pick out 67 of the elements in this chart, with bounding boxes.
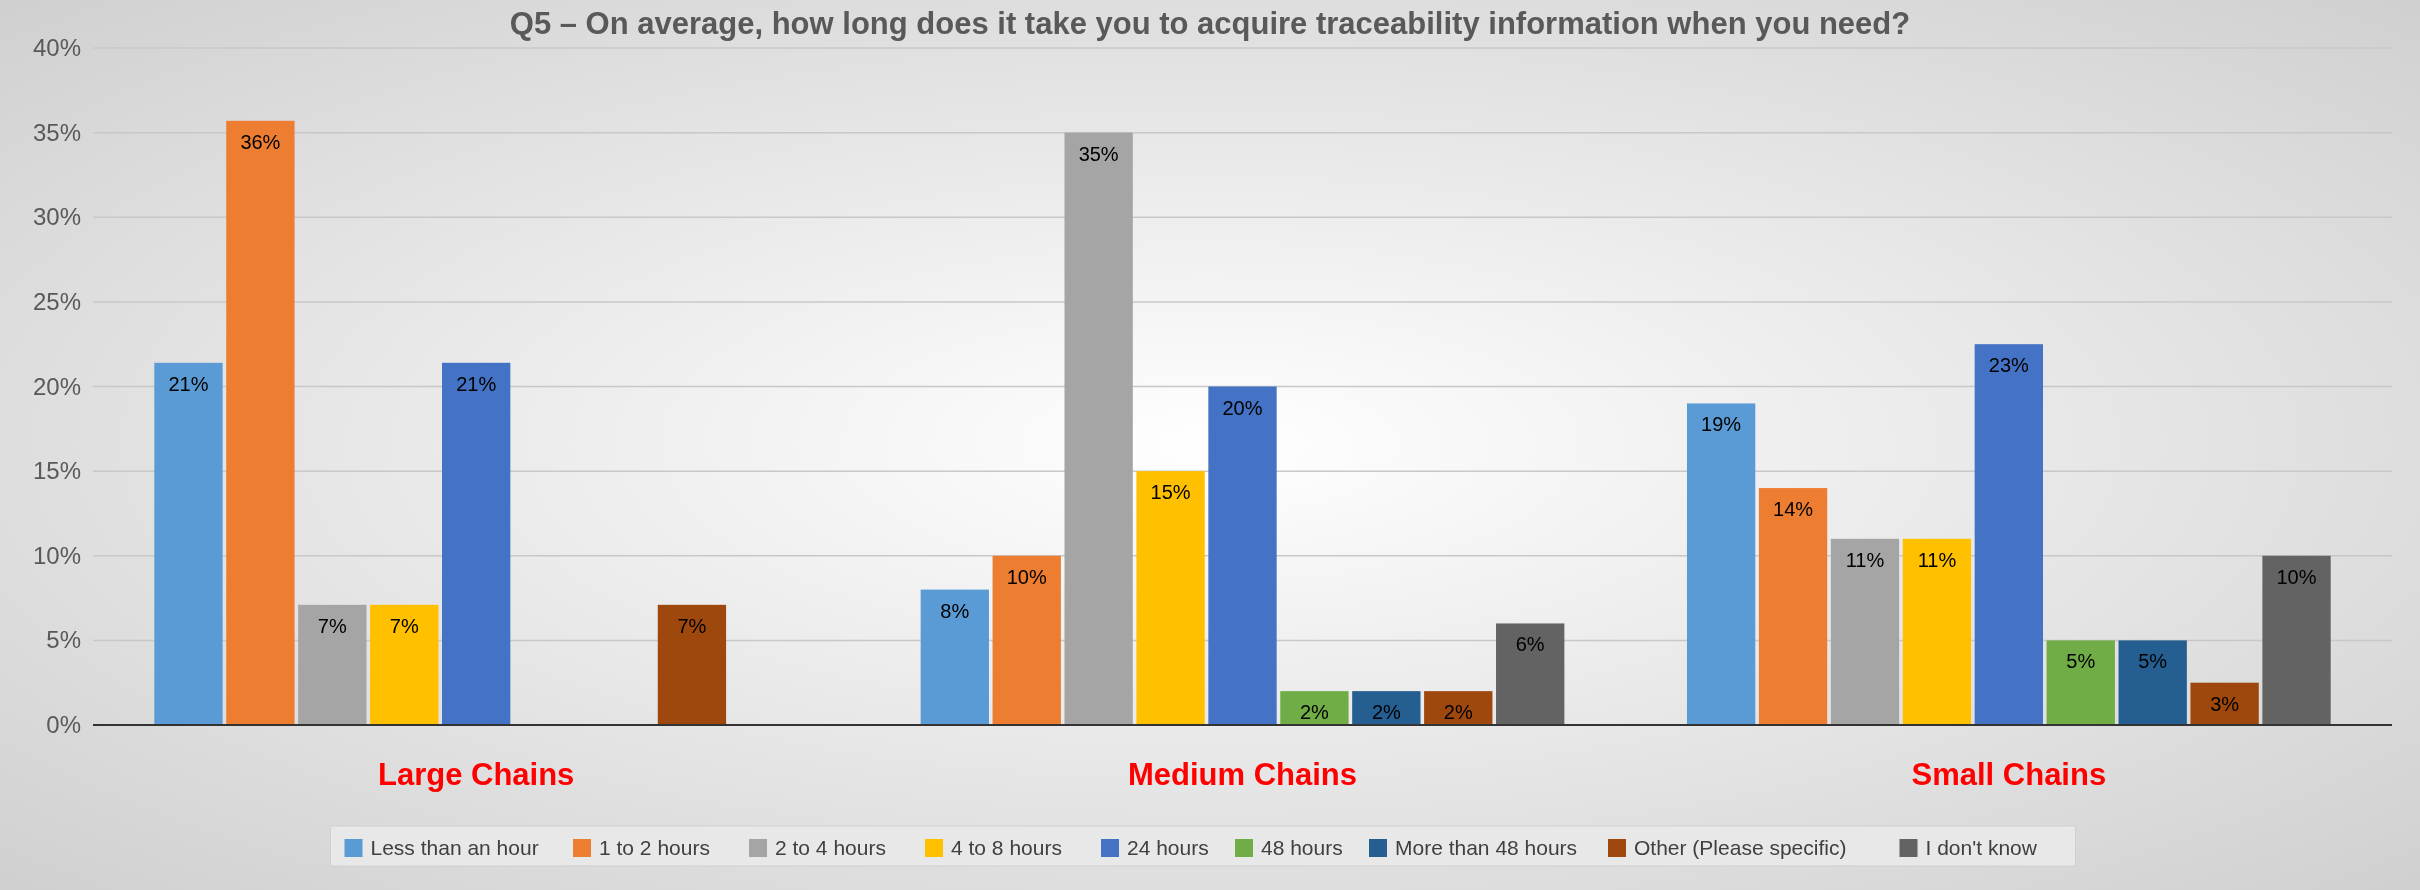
- bar: [370, 604, 439, 725]
- y-tick-label: 20%: [32, 372, 81, 400]
- legend-label: 24 hours: [1127, 836, 1209, 859]
- bar: [2118, 640, 2187, 725]
- data-label: 7%: [677, 614, 707, 637]
- y-tick-label: 0%: [46, 711, 81, 738]
- data-label: 8%: [940, 599, 970, 622]
- data-label: 5%: [2066, 650, 2096, 673]
- bar: [2190, 682, 2259, 725]
- legend-label: 1 to 2 hours: [599, 836, 710, 859]
- data-label: 2%: [1371, 701, 1402, 724]
- x-tick-label: Medium Chains: [1127, 757, 1358, 792]
- bar: [2046, 640, 2115, 725]
- data-label: 2%: [1299, 701, 1330, 724]
- y-tick-label: 35%: [32, 118, 81, 146]
- data-label: 7%: [389, 614, 419, 637]
- data-label: 11%: [1917, 548, 1957, 571]
- data-label: 23%: [1988, 354, 2030, 377]
- data-label: 20%: [1222, 396, 1263, 419]
- data-label: 36%: [240, 130, 281, 153]
- bar: [1902, 538, 1972, 725]
- y-tick-label: 15%: [32, 457, 81, 485]
- data-label: 21%: [456, 372, 497, 395]
- y-tick-label: 40%: [32, 34, 81, 61]
- bar: [298, 604, 367, 725]
- bar: [442, 362, 511, 725]
- y-tick-label: 5%: [46, 626, 81, 654]
- data-label: 10%: [2276, 565, 2317, 588]
- x-tick-label: Small Chains: [1911, 757, 2107, 792]
- legend-label: 4 to 8 hours: [951, 836, 1062, 859]
- bar: [992, 555, 1061, 725]
- data-label: 10%: [1006, 565, 1047, 588]
- bar: [1830, 538, 1900, 725]
- legend-label: Other (Please specific): [1634, 836, 1847, 859]
- data-label: 35%: [1078, 142, 1119, 165]
- legend-label: 2 to 4 hours: [775, 836, 886, 859]
- data-label: 6%: [1515, 633, 1545, 656]
- x-tick-label: Large Chains: [377, 757, 575, 792]
- data-label: 15%: [1150, 481, 1191, 504]
- bar: [920, 589, 989, 725]
- legend-label: I don't know: [1925, 836, 2038, 859]
- bar: [154, 362, 223, 725]
- bar: [226, 120, 295, 725]
- y-tick-label: 30%: [32, 203, 81, 231]
- bar: [657, 604, 727, 725]
- data-label: 19%: [1701, 413, 1742, 436]
- data-label: 5%: [2138, 650, 2168, 673]
- bar: [2262, 555, 2331, 725]
- legend-label: 48 hours: [1261, 836, 1343, 859]
- bar: [1208, 386, 1277, 725]
- data-label: 7%: [317, 614, 347, 637]
- data-label: 11%: [1845, 548, 1885, 571]
- bar: [1064, 132, 1133, 725]
- data-label: 21%: [168, 372, 209, 395]
- data-label: 2%: [1443, 701, 1473, 724]
- chart-title: Q5 – On average, how long does it take you to acquire traceability information when you need?: [509, 6, 1911, 41]
- legend-label: More than 48 hours: [1395, 836, 1578, 859]
- data-label: 3%: [2210, 692, 2240, 715]
- bar: [1758, 488, 1828, 725]
- bar: [1974, 344, 2043, 725]
- bar: [1686, 403, 1756, 725]
- data-label: 14%: [1773, 498, 1814, 521]
- y-tick-label: 25%: [32, 287, 81, 315]
- y-tick-label: 10%: [32, 541, 81, 569]
- legend-label: Less than an hour: [370, 836, 539, 859]
- bar: [1496, 623, 1565, 725]
- bar: [1136, 471, 1205, 725]
